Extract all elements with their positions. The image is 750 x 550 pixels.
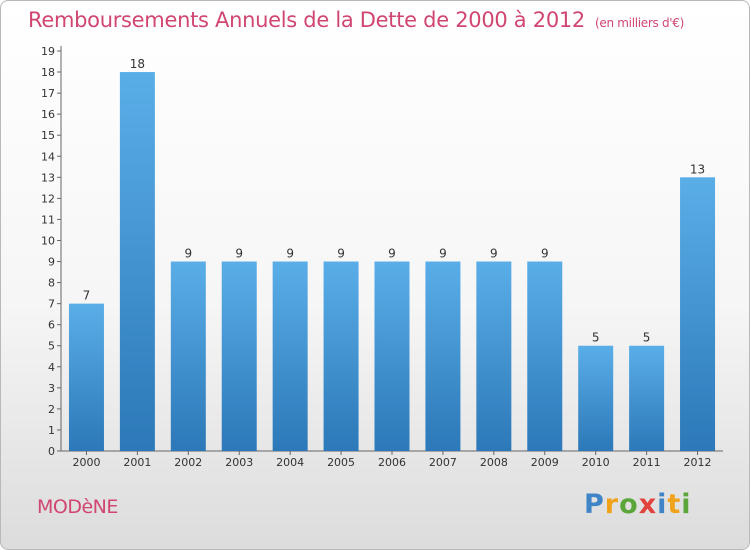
bar [425, 261, 461, 451]
x-tick-label: 2001 [123, 456, 151, 469]
y-tick-label: 18 [41, 66, 55, 79]
bar-value-label: 9 [439, 247, 447, 261]
chart-title-text: Remboursements Annuels de la Dette de 20… [28, 8, 585, 32]
y-tick-label: 17 [41, 87, 55, 100]
y-tick-label: 16 [41, 108, 55, 121]
logo-letter: x [638, 489, 658, 520]
bar [221, 261, 257, 451]
bar [68, 303, 104, 451]
bar-value-label: 9 [337, 247, 345, 261]
bar [527, 261, 563, 451]
y-tick-label: 14 [41, 150, 55, 163]
bar [476, 261, 512, 451]
logo-letter: o [619, 489, 639, 520]
bar-value-label: 9 [388, 247, 396, 261]
y-tick-label: 12 [41, 192, 55, 205]
y-tick-label: 1 [48, 424, 55, 437]
y-tick-label: 4 [48, 361, 55, 374]
data-labels: 7 18 9 9 9 9 9 9 9 9 5 5 13 [83, 57, 706, 345]
logo-letter: r [604, 489, 620, 520]
place-name: MODèNE [37, 496, 118, 518]
bar [578, 345, 614, 451]
logo-letter: i [681, 489, 692, 520]
y-tick-label: 0 [48, 445, 55, 458]
proxiti-logo[interactable]: Proxiti [584, 489, 692, 520]
x-tick-label: 2012 [684, 456, 712, 469]
bar-value-label: 13 [690, 162, 705, 176]
x-axis: 2000 2001 2002 2003 2004 2005 2006 2007 2008 2009… [61, 450, 723, 469]
y-tick-label: 6 [48, 319, 55, 332]
bar-value-label: 9 [541, 247, 549, 261]
x-tick-label: 2010 [582, 456, 610, 469]
bar [374, 261, 410, 451]
y-tick-label: 2 [48, 403, 55, 416]
bar-value-label: 9 [286, 247, 294, 261]
x-tick-label: 2007 [429, 456, 457, 469]
y-tick-label: 15 [41, 129, 55, 142]
y-tick-label: 10 [41, 234, 55, 247]
bar-series [68, 72, 716, 451]
x-tick-label: 2011 [633, 456, 661, 469]
x-tick-label: 2006 [378, 456, 406, 469]
x-tick-label: 2002 [174, 456, 202, 469]
y-tick-label: 7 [48, 298, 55, 311]
logo-letter: P [584, 489, 605, 520]
bar [680, 177, 716, 451]
bar [323, 261, 359, 451]
bar-value-label: 5 [592, 331, 600, 345]
y-tick-label: 5 [48, 340, 55, 353]
bar [272, 261, 308, 451]
y-tick-label: 19 [41, 45, 55, 58]
logo-letter: i [657, 489, 668, 520]
chart-unit-note: (en milliers d'€) [595, 16, 685, 30]
x-tick-label: 2003 [225, 456, 253, 469]
y-tick-label: 8 [48, 277, 55, 290]
y-tick-label: 3 [48, 382, 55, 395]
x-tick-label: 2000 [72, 456, 100, 469]
bar [170, 261, 206, 451]
bar-value-label: 9 [184, 247, 192, 261]
bar-value-label: 18 [130, 57, 145, 71]
bar-value-label: 9 [490, 247, 498, 261]
x-tick-label: 2009 [531, 456, 559, 469]
bar-value-label: 9 [235, 247, 243, 261]
bar-value-label: 7 [83, 289, 91, 303]
bar-value-label: 5 [643, 331, 651, 345]
x-tick-label: 2008 [480, 456, 508, 469]
bar [119, 72, 155, 451]
y-tick-label: 13 [41, 171, 55, 184]
y-tick-label: 11 [41, 213, 55, 226]
y-tick-label: 9 [48, 256, 55, 269]
x-tick-label: 2004 [276, 456, 304, 469]
x-tick-label: 2005 [327, 456, 355, 469]
bar [629, 345, 665, 451]
chart-title: Remboursements Annuels de la Dette de 20… [28, 8, 684, 32]
logo-letter: t [667, 489, 682, 520]
